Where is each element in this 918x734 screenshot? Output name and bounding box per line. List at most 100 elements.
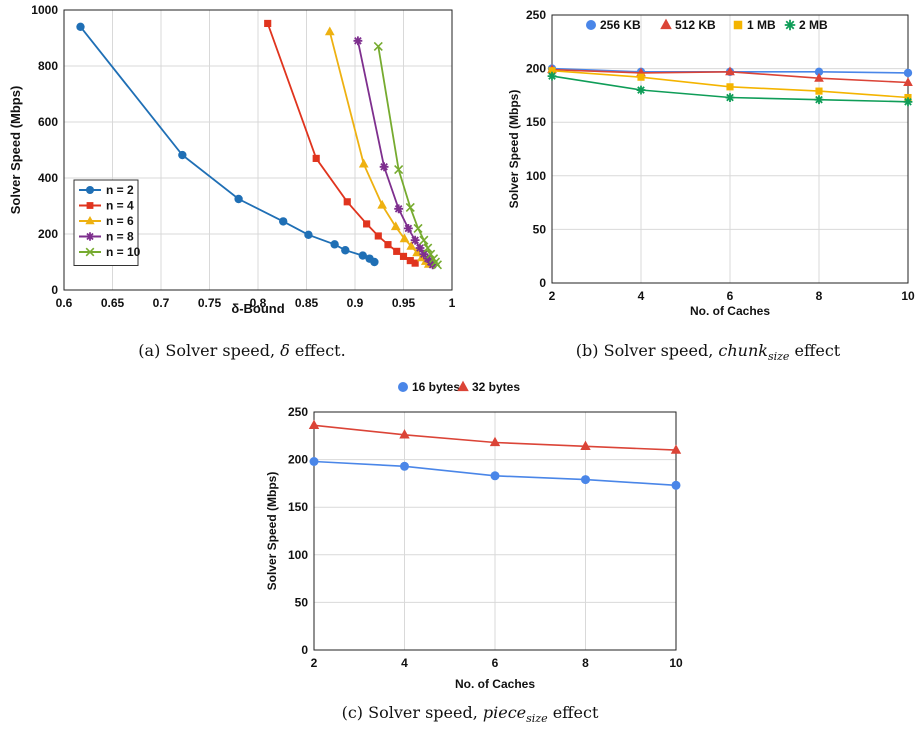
data-point-c-16-bytes-4	[671, 480, 681, 490]
x-axis-label-c: No. of Caches	[455, 677, 535, 691]
data-point-b-2-mb-3	[814, 95, 824, 105]
data-point-c-32-bytes-0	[308, 419, 320, 430]
x-tick-label-a-5: 0.85	[295, 296, 319, 310]
caption-c: (c) Solver speed, piecesize effect	[342, 703, 599, 725]
data-point-a-n-6-5	[406, 241, 417, 250]
data-point-b-1-mb-0	[548, 67, 556, 75]
data-point-a-n-2-4	[304, 230, 313, 240]
legend-marker-b-512-kb	[660, 18, 672, 30]
legend-marker-b-1-mb	[733, 20, 743, 30]
x-tick-label-c-1: 4	[401, 656, 408, 670]
x-tick-label-a-3: 0.75	[198, 296, 222, 310]
y-tick-label-a-5: 1000	[31, 3, 58, 17]
data-point-a-n-8-1	[379, 162, 389, 172]
data-point-a-n-8-4	[410, 235, 420, 245]
legend-label-b-256-kb: 256 KB	[600, 18, 641, 32]
legend-label-c-16-bytes: 16 bytes	[412, 380, 460, 394]
legend-label-a-n-6: n = 6	[106, 214, 134, 228]
x-tick-label-a-0: 0.6	[56, 296, 73, 310]
series-line-a-n-6	[328, 31, 430, 265]
data-point-a-n-8-2	[394, 204, 404, 214]
data-point-b-2-mb-1	[636, 85, 646, 95]
data-point-b-256-kb-3	[814, 67, 824, 77]
legend-label-c-32-bytes: 32 bytes	[472, 380, 520, 394]
y-tick-label-c-0: 0	[301, 643, 308, 657]
y-tick-label-b-2: 100	[526, 169, 546, 183]
data-point-c-16-bytes-3	[581, 475, 590, 485]
legend-marker-c-32-bytes	[457, 380, 469, 392]
legend-label-a-n-8: n = 8	[106, 230, 134, 244]
x-tick-label-c-0: 2	[311, 656, 318, 670]
x-tick-label-b-4: 10	[901, 289, 915, 303]
data-point-c-32-bytes-3	[580, 440, 591, 450]
data-point-a-n-2-3	[279, 217, 288, 226]
data-point-a-n-4-2	[343, 198, 351, 206]
y-tick-label-c-1: 50	[295, 595, 309, 609]
data-point-c-32-bytes-1	[399, 429, 410, 439]
y-tick-label-c-4: 200	[288, 453, 308, 467]
data-point-a-n-10-1	[394, 165, 404, 175]
data-point-c-16-bytes-2	[490, 471, 500, 481]
data-point-a-n-2-9	[370, 257, 379, 267]
data-point-a-n-4-5	[384, 241, 392, 249]
y-tick-label-a-1: 200	[38, 227, 58, 241]
plot-frame-c	[313, 411, 677, 651]
data-point-a-n-10-5	[423, 243, 433, 253]
y-tick-label-b-0: 0	[539, 276, 546, 290]
data-point-b-512-kb-2	[725, 66, 735, 76]
y-tick-label-c-5: 250	[288, 405, 308, 419]
data-point-b-1-mb-1	[637, 73, 645, 81]
data-point-b-1-mb-3	[815, 87, 823, 95]
data-point-a-n-4-7	[399, 252, 408, 260]
x-tick-label-a-2: 0.7	[153, 296, 170, 310]
data-point-a-n-4-9	[411, 259, 419, 267]
data-point-c-32-bytes-2	[489, 436, 501, 447]
y-tick-label-a-0: 0	[51, 283, 58, 297]
plot-frame-b	[551, 14, 909, 284]
data-point-b-512-kb-3	[814, 72, 824, 82]
y-tick-label-a-4: 800	[38, 59, 58, 73]
data-point-a-n-6-1	[358, 158, 369, 168]
data-point-a-n-4-4	[374, 232, 382, 240]
y-axis-label-c: Solver Speed (Mbps)	[265, 472, 279, 591]
legend-label-b-1-mb: 1 MB	[747, 18, 776, 32]
data-point-a-n-8-0	[353, 36, 363, 46]
data-point-a-n-4-1	[312, 154, 320, 162]
data-point-a-n-6-0	[324, 26, 335, 36]
data-point-a-n-10-4	[419, 235, 429, 245]
x-axis-label-b: No. of Caches	[690, 304, 770, 318]
data-point-b-256-kb-4	[903, 68, 913, 78]
x-tick-label-b-2: 6	[727, 289, 734, 303]
legend-marker-c-16-bytes	[398, 382, 408, 392]
data-point-a-n-6-2	[377, 199, 388, 209]
caption-a: (a) Solver speed, δ effect.	[138, 341, 345, 360]
x-tick-label-b-3: 8	[816, 289, 823, 303]
x-tick-label-c-3: 8	[582, 656, 589, 670]
x-tick-label-a-6: 0.9	[347, 296, 364, 310]
data-point-a-n-4-3	[363, 220, 371, 228]
data-point-a-n-4-0	[264, 19, 272, 28]
x-tick-label-a-8: 1	[449, 296, 456, 310]
x-tick-label-a-4: 0.8	[250, 296, 267, 310]
x-tick-label-b-0: 2	[549, 289, 556, 303]
x-tick-label-b-1: 4	[638, 289, 645, 303]
data-point-a-n-10-3	[413, 223, 423, 233]
legend-marker-a-n-8	[85, 232, 95, 241]
data-point-a-n-2-0	[76, 22, 85, 31]
data-point-a-n-10-2	[405, 202, 415, 212]
data-point-a-n-6-3	[390, 221, 401, 231]
data-point-a-n-10-6	[426, 249, 436, 259]
caption-b: (b) Solver speed, chunksize effect	[576, 341, 841, 363]
data-point-a-n-2-5	[330, 240, 339, 249]
data-point-a-n-2-6	[341, 246, 350, 255]
legend-marker-b-256-kb	[586, 20, 596, 30]
legend-marker-a-n-10	[85, 247, 95, 257]
y-axis-label-b: Solver Speed (Mbps)	[507, 90, 521, 209]
y-tick-label-b-4: 200	[526, 62, 546, 76]
y-tick-label-c-2: 100	[288, 548, 308, 562]
data-point-b-2-mb-4	[903, 97, 913, 107]
legend-marker-b-2-mb	[784, 19, 796, 31]
